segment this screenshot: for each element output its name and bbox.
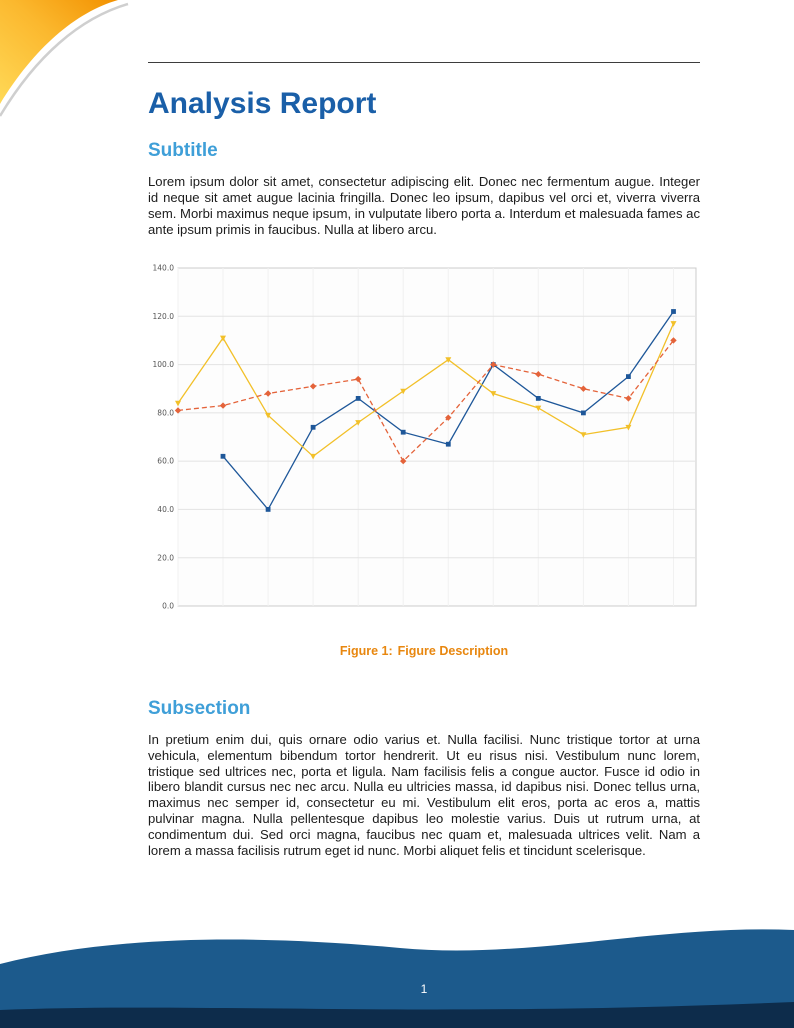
svg-text:0.0: 0.0 <box>162 601 174 610</box>
footer-wave-dark <box>0 1002 794 1028</box>
corner-swoosh-shape <box>0 0 118 104</box>
svg-text:80.0: 80.0 <box>157 408 174 417</box>
figure-block: 0.0 20.0 40.0 60.0 80.0 100.0 120.0 140.0 Figur… <box>148 262 700 658</box>
section-heading-subsection: Subsection <box>148 697 251 719</box>
svg-text:20.0: 20.0 <box>157 553 174 562</box>
figure-caption-label: Figure 1: <box>339 643 393 658</box>
footer-wave-main <box>0 929 794 1028</box>
chart-svg: 0.0 20.0 40.0 60.0 80.0 100.0 120.0 140.0 <box>153 263 697 610</box>
footer: 1 <box>0 920 794 1028</box>
svg-text:120.0: 120.0 <box>153 312 175 321</box>
svg-text:40.0: 40.0 <box>157 505 174 514</box>
corner-shadow-arc <box>0 2 129 117</box>
figure-caption: Figure 1: Figure Description <box>148 644 700 658</box>
page-number: 1 <box>420 982 428 996</box>
line-chart: 0.0 20.0 40.0 60.0 80.0 100.0 120.0 140.0 <box>148 262 700 614</box>
figure-caption-text: Figure Description <box>397 643 509 658</box>
svg-text:100.0: 100.0 <box>153 360 175 369</box>
svg-text:60.0: 60.0 <box>157 456 174 465</box>
footer-wave <box>0 929 794 1028</box>
page-title: Analysis Report <box>148 87 377 120</box>
paragraph-subsection: In pretium enim dui, quis ornare odio va… <box>148 731 700 859</box>
header-rule <box>148 62 700 63</box>
section-heading-subtitle: Subtitle <box>148 140 218 161</box>
content-column: Analysis Report Subtitle Lorem ipsum dol… <box>148 0 700 859</box>
paragraph-subtitle: Lorem ipsum dolor sit amet, consectetur … <box>148 173 700 237</box>
corner-decoration <box>0 0 129 117</box>
svg-text:140.0: 140.0 <box>153 263 175 272</box>
